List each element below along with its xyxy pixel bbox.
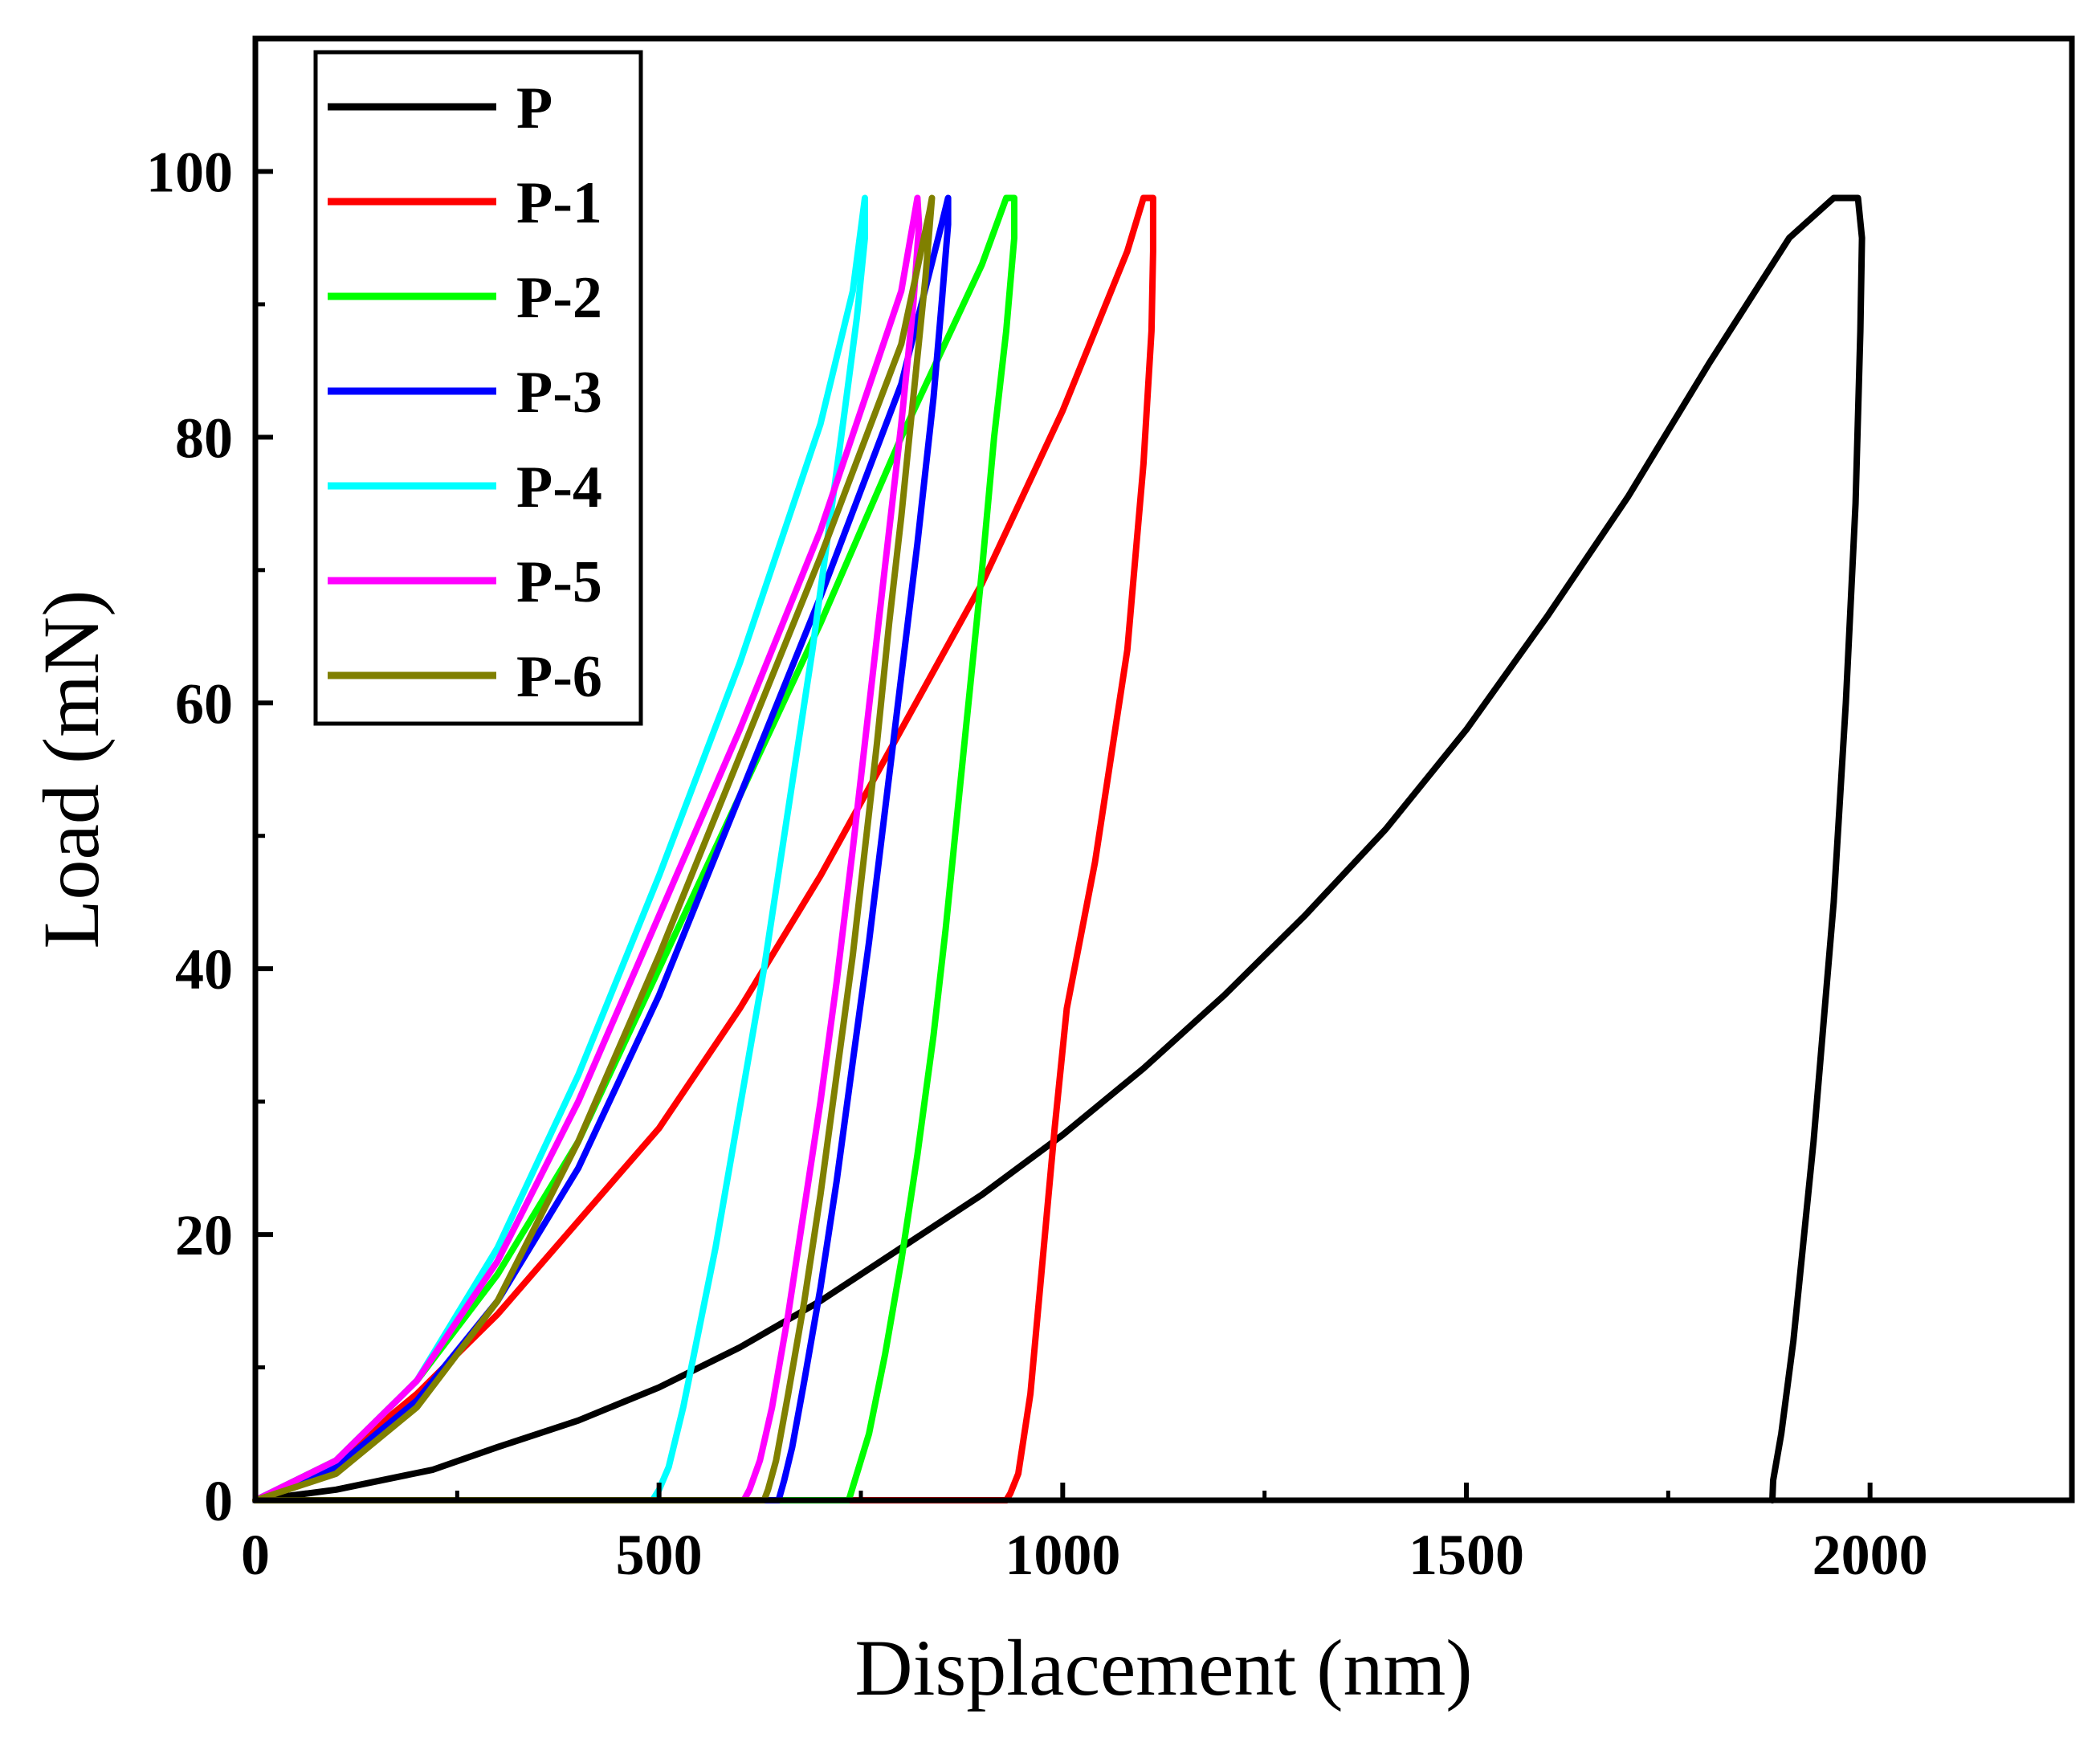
y-tick-label: 80 [175,406,233,470]
series-line-p-1 [252,194,1156,1503]
x-tick-label: 1000 [1005,1523,1120,1587]
legend: P P-1 P-2 P-3 P-4 P-5 P-6 [313,50,643,726]
legend-label: P-3 [516,360,602,426]
legend-label: P-4 [516,455,602,520]
y-tick-label: 40 [175,937,233,1002]
y-tick-label: 0 [204,1469,233,1533]
series-line-p-5 [252,194,923,1503]
legend-label: P-2 [516,265,602,331]
x-tick-label: 0 [241,1523,270,1587]
x-tick-label: 2000 [1813,1523,1928,1587]
x-tick-label: 1500 [1409,1523,1524,1587]
x-tick-label: 500 [616,1523,703,1587]
y-tick-label: 100 [146,140,233,204]
series-line-p [252,194,1866,1503]
series-line-p-3 [252,194,952,1503]
series-layer [252,194,1866,1503]
legend-label: P [516,75,553,141]
legend-label: P-5 [516,549,602,615]
legend-label: P-6 [516,644,602,710]
x-axis-title: Displacement (nm) [854,1623,1472,1712]
legend-label: P-1 [516,170,602,236]
ticks-layer: 0 500 1000 1500 2000 0 20 40 60 80 100 [146,140,1928,1587]
series-line-p-6 [252,194,936,1503]
y-tick-label: 60 [175,671,233,736]
y-tick-label: 20 [175,1203,233,1267]
y-axis-title: Load (mN) [27,590,116,949]
plot-frame [252,35,2075,1503]
